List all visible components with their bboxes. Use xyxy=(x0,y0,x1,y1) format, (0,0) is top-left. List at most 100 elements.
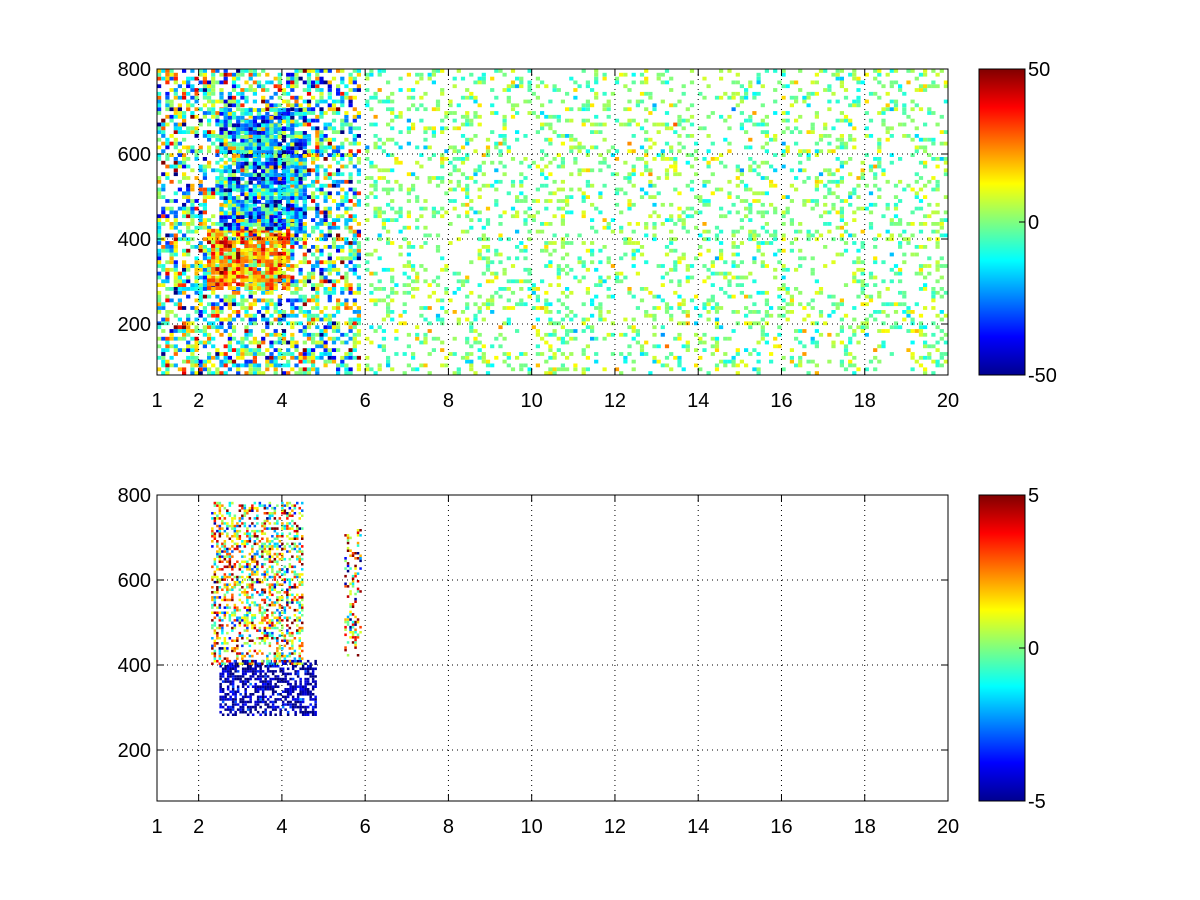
heatmap-cell xyxy=(273,363,278,368)
heatmap-cell xyxy=(814,187,819,192)
heatmap-cell xyxy=(365,176,370,180)
heatmap-cell xyxy=(177,164,182,169)
heatmap-cell xyxy=(211,306,216,310)
heatmap-cell xyxy=(298,108,303,112)
heatmap-cell xyxy=(290,298,295,303)
heatmap-cell xyxy=(781,275,786,280)
heatmap-cell xyxy=(302,196,307,200)
heatmap-cell xyxy=(302,154,307,158)
heatmap-cell xyxy=(315,248,320,253)
heatmap-cell xyxy=(556,199,561,203)
heatmap-cell xyxy=(502,114,507,119)
heatmap-cell xyxy=(377,214,382,219)
heatmap-cell xyxy=(231,325,237,330)
heatmap-cell xyxy=(435,99,441,104)
heatmap-cell xyxy=(714,95,720,100)
heatmap-cell xyxy=(173,245,178,249)
heatmap-cell xyxy=(236,184,241,189)
heatmap-cell xyxy=(277,115,282,120)
heatmap-cell xyxy=(194,317,199,322)
heatmap-cell xyxy=(390,367,395,372)
heatmap-cell xyxy=(165,279,170,284)
heatmap-cell xyxy=(219,267,224,271)
heatmap-cell xyxy=(290,256,295,261)
heatmap-cell xyxy=(157,176,162,180)
heatmap-cell xyxy=(194,153,199,157)
heatmap-cell xyxy=(798,130,803,134)
heatmap-cell xyxy=(319,275,324,280)
heatmap-cell xyxy=(644,222,649,226)
heatmap-cell xyxy=(315,84,320,89)
heatmap-cell xyxy=(273,173,278,177)
heatmap-cell xyxy=(277,298,282,303)
heatmap-cell xyxy=(340,256,345,261)
heatmap-cell xyxy=(248,142,253,147)
heatmap-cell xyxy=(261,207,266,212)
heatmap-cell xyxy=(760,202,765,207)
heatmap-cell xyxy=(286,150,291,154)
heatmap-cell xyxy=(298,176,303,181)
heatmap-cell xyxy=(207,149,212,154)
heatmap-cell xyxy=(523,210,528,215)
heatmap-cell xyxy=(248,76,253,81)
heatmap-cell xyxy=(806,313,811,318)
heatmap-cell xyxy=(211,336,216,341)
heatmap-cell xyxy=(202,306,207,310)
heatmap-cell xyxy=(207,325,212,330)
heatmap-cell xyxy=(157,310,162,314)
heatmap-cell xyxy=(565,329,570,333)
heatmap-cell xyxy=(261,203,266,208)
heatmap-cell xyxy=(664,306,670,310)
heatmap-cell xyxy=(306,99,312,104)
heatmap-cell xyxy=(556,367,561,372)
heatmap-cell xyxy=(481,271,486,276)
heatmap-cell xyxy=(240,154,245,158)
heatmap-cell xyxy=(427,283,432,287)
heatmap-cell xyxy=(252,222,257,227)
heatmap-cell xyxy=(652,183,657,188)
heatmap-cell xyxy=(560,218,565,222)
heatmap-cell xyxy=(306,122,312,127)
heatmap-cell xyxy=(781,214,786,219)
heatmap-cell xyxy=(277,154,282,158)
heatmap-cell xyxy=(602,225,607,230)
heatmap-cell xyxy=(818,134,824,138)
heatmap-cell xyxy=(631,367,636,372)
heatmap-cell xyxy=(535,352,540,356)
heatmap-cell xyxy=(540,168,545,173)
heatmap-cell xyxy=(465,317,470,322)
heatmap-cell xyxy=(177,187,182,192)
heatmap-cell xyxy=(236,165,241,170)
heatmap-cell xyxy=(248,278,253,283)
heatmap-cell xyxy=(244,119,249,124)
heatmap-cell xyxy=(769,164,774,169)
heatmap-cell xyxy=(785,290,790,295)
heatmap-cell xyxy=(390,187,395,192)
heatmap-cell xyxy=(814,149,819,154)
heatmap-cell xyxy=(319,222,324,226)
heatmap-cell xyxy=(656,264,661,268)
heatmap-cell xyxy=(173,233,178,238)
heatmap-cell xyxy=(198,359,203,364)
heatmap-cell xyxy=(273,91,278,96)
heatmap-cell xyxy=(319,149,324,154)
heatmap-cell xyxy=(177,329,182,333)
heatmap-cell xyxy=(627,222,632,226)
heatmap-cell xyxy=(764,332,769,337)
heatmap-cell xyxy=(194,176,199,180)
heatmap-cell xyxy=(535,84,540,89)
heatmap-cell xyxy=(344,84,349,89)
heatmap-cell xyxy=(681,210,686,215)
heatmap-cell xyxy=(244,127,249,131)
heatmap-cell xyxy=(244,325,249,330)
heatmap-cell xyxy=(327,233,332,238)
heatmap-cell xyxy=(265,154,270,158)
heatmap-cell xyxy=(477,187,482,192)
heatmap-cell xyxy=(627,176,632,180)
heatmap-cell xyxy=(294,215,299,219)
heatmap-cell xyxy=(286,207,291,212)
heatmap-cell xyxy=(265,367,270,372)
heatmap-cell xyxy=(365,99,370,104)
heatmap-cell xyxy=(173,283,178,287)
heatmap-cell xyxy=(315,260,320,265)
